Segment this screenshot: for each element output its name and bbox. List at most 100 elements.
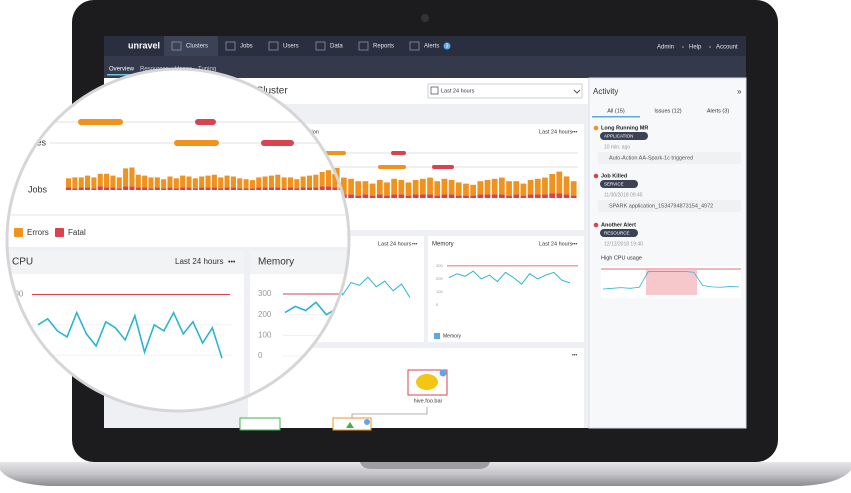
error-bar [463,183,469,196]
error-bar [218,177,224,189]
nav-link[interactable]: Help [689,45,702,51]
detail-box [598,200,741,212]
nav-link[interactable]: Account [716,45,738,51]
memory-legend-box[interactable] [434,333,440,339]
fatal-bar [319,186,325,190]
fatal-bar [391,194,398,198]
fatal-bar [506,195,512,198]
fatal-bar [275,187,281,190]
fatal-bar [477,194,484,198]
nav-item[interactable]: Reports [373,44,394,50]
error-bar [563,176,570,195]
error-bar [66,178,72,188]
fatal-bar [306,187,313,190]
badge-text: SERVICE [604,181,624,186]
more-menu: ••• [572,129,578,135]
subnav-tab[interactable]: Overview [109,67,135,73]
error-bar [341,177,347,195]
error-bar [91,177,97,189]
fatal-bar [78,187,84,190]
fatal-bar [355,195,362,198]
fatal-bar [499,194,505,198]
nav-icon [409,41,420,51]
fatal-bar [455,195,462,198]
panel-range: Last 24 hours [175,257,223,266]
fatal-bar [470,195,477,198]
error-bar [78,177,84,188]
error-bar [123,168,129,187]
item-title: Job Killed [601,173,627,179]
cpu-line [37,310,223,359]
error-bar [542,177,548,195]
fatal-bar [325,186,332,190]
date-selector[interactable] [427,83,583,99]
error-bar [319,172,325,187]
error-bar [348,178,354,195]
fatal-bar [91,188,97,190]
error-bar [180,175,186,188]
tab[interactable]: Issues (12) [654,108,681,114]
memory-panel-small [428,236,584,342]
label: Last 24 hours [378,241,412,247]
nav-item[interactable]: Data [330,44,343,50]
more-menu: ••• [572,241,578,247]
error-bar [313,174,319,188]
fatal-bar [66,187,72,190]
error-bar [205,175,211,188]
fatal-bar [448,194,455,198]
fatal-bar [167,187,173,190]
fatal-bar [549,193,556,198]
collapse: » [737,87,742,96]
fatal-bar [148,188,154,190]
error-bar [491,178,498,195]
error-bar [104,173,110,188]
caret [573,89,581,94]
tab[interactable]: All (15) [607,108,625,114]
nav-link[interactable]: Admin [657,45,674,51]
error-bar [268,175,274,188]
error-bar [243,179,249,189]
nav-item[interactable]: Clusters [186,44,208,50]
fatal-bar [218,188,224,190]
legend-label: Memory [443,333,462,339]
nav-item[interactable]: Users [283,44,299,50]
fatal-bar [369,195,376,198]
fatal-bar [398,194,405,198]
fatal-bar [287,187,294,190]
error-bar [332,173,338,188]
fatal-bar [527,194,534,198]
error-bar [129,167,135,187]
item-detail: SPARK application_1534794873154_4972 [609,203,713,209]
panel-title: Memory [258,257,294,268]
fatal-bar [534,194,541,198]
fatal-bar [180,187,186,190]
error-bar [448,180,455,195]
nav-active[interactable] [164,36,218,56]
fatal-bar [123,186,129,190]
error-bar [237,178,243,189]
item-time: 12/12/2018 19:40 [604,241,643,247]
fatal-bar [199,187,205,190]
fatal-bar [256,187,262,190]
fatal-bar [237,188,243,190]
error-bar [230,176,236,188]
fatal-bar [348,194,354,198]
alerts-badge [443,42,451,50]
nav-item[interactable]: Alerts [424,44,439,50]
row-label: Jobs [28,184,48,194]
error-bar [300,176,306,188]
badge-count: 3 [446,44,449,50]
fatal-bar [154,187,160,190]
tab[interactable]: Alerts (3) [707,108,729,114]
fatal-bar [332,187,338,190]
alert-window [646,270,697,295]
item-title: Another Alert [601,222,636,228]
subnav-tab[interactable]: Tuning [198,67,216,73]
y-tick-label: 200 [10,320,24,329]
laptop-base [0,462,851,486]
nav-item[interactable]: Jobs [240,44,253,50]
legend-label: Errors [27,228,49,237]
nav-icon [268,41,279,51]
panel-title: CPU [12,257,33,268]
